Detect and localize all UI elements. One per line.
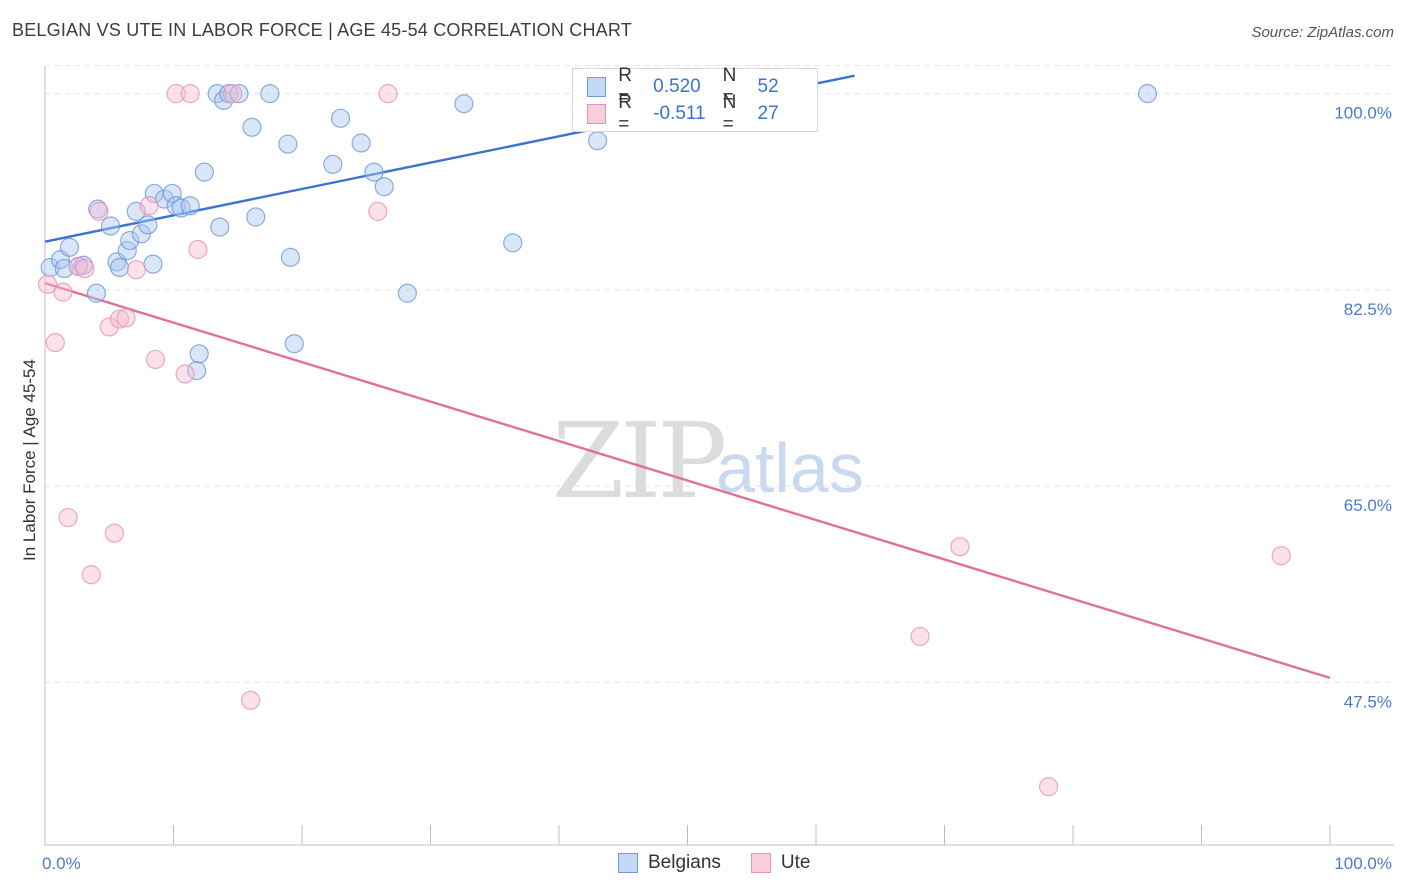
y-tick-label: 100.0% <box>1334 104 1392 123</box>
belgians-swatch <box>618 853 638 873</box>
ute-label: Ute <box>781 852 811 874</box>
ute-point <box>242 691 260 709</box>
belgians-point <box>455 95 473 113</box>
ute-point <box>59 509 77 527</box>
ute-point <box>369 202 387 220</box>
belgians-point <box>398 284 416 302</box>
belgians-point <box>1139 85 1157 103</box>
belgians-point <box>285 335 303 353</box>
trend-lines <box>45 76 1330 678</box>
belgians-point <box>243 118 261 136</box>
axes <box>45 66 1394 845</box>
scatter-plot: 47.5% 65.0% 82.5% 100.0% 0.0% 100.0% <box>0 0 1406 892</box>
ute-trend-line <box>45 283 1330 678</box>
belgians-point <box>281 248 299 266</box>
belgians-point <box>261 85 279 103</box>
ute-point <box>90 202 108 220</box>
belgians-point <box>144 255 162 273</box>
belgians-point <box>324 155 342 173</box>
r-value: -0.511 <box>653 103 712 125</box>
belgians-label: Belgians <box>648 852 721 874</box>
belgians-point <box>279 135 297 153</box>
ute-point <box>76 260 94 278</box>
ute-point <box>379 85 397 103</box>
ute-point <box>82 566 100 584</box>
ute-point <box>181 85 199 103</box>
n-label: N = <box>723 92 752 136</box>
ute-point <box>189 241 207 259</box>
n-value: 52 <box>758 76 817 98</box>
belgians-point <box>589 132 607 150</box>
belgians-point <box>352 134 370 152</box>
ute-swatch <box>587 104 606 124</box>
belgians-point <box>111 258 129 276</box>
belgians-point <box>211 218 229 236</box>
y-tick-label: 47.5% <box>1344 692 1392 711</box>
belgians-point <box>102 217 120 235</box>
ute-point <box>140 197 158 215</box>
legend-item-ute[interactable]: Ute <box>751 852 811 874</box>
ute-point <box>54 283 72 301</box>
ute-point <box>147 350 165 368</box>
belgians-point <box>139 216 157 234</box>
ute-point <box>176 365 194 383</box>
series-legend: Belgians Ute <box>618 852 840 874</box>
ute-point <box>1272 547 1290 565</box>
r-label: R = <box>618 92 647 136</box>
belgians-point <box>190 345 208 363</box>
belgians-point <box>60 238 78 256</box>
y-tick-label: 65.0% <box>1344 496 1392 515</box>
y-tick-label: 82.5% <box>1344 300 1392 319</box>
ute-point <box>117 309 135 327</box>
ute-point <box>127 261 145 279</box>
ute-point <box>105 524 123 542</box>
legend-item-belgians[interactable]: Belgians <box>618 852 721 874</box>
legend-row-ute: R = -0.511 N = 27 <box>587 102 817 126</box>
n-value: 27 <box>758 103 817 125</box>
x-tick-label: 100.0% <box>1334 854 1392 873</box>
gridlines <box>45 66 1394 683</box>
belgians-point <box>375 178 393 196</box>
belgians-point <box>247 208 265 226</box>
belgians-point <box>181 197 199 215</box>
ute-point <box>911 627 929 645</box>
belgians-swatch <box>587 77 606 97</box>
ute-point <box>46 334 64 352</box>
belgians-point <box>332 109 350 127</box>
belgians-point <box>87 284 105 302</box>
r-value: 0.520 <box>653 76 712 98</box>
x-tick-label: 0.0% <box>42 854 81 873</box>
belgians-point <box>195 163 213 181</box>
stats-legend: R = 0.520 N = 52 R = -0.511 N = 27 <box>572 68 818 132</box>
tick-labels: 47.5% 65.0% 82.5% 100.0% 0.0% 100.0% <box>42 104 1392 873</box>
data-points <box>39 85 1291 796</box>
ute-swatch <box>751 853 771 873</box>
ute-point <box>224 85 242 103</box>
belgians-point <box>504 234 522 252</box>
ute-point <box>1040 778 1058 796</box>
ute-point <box>951 538 969 556</box>
